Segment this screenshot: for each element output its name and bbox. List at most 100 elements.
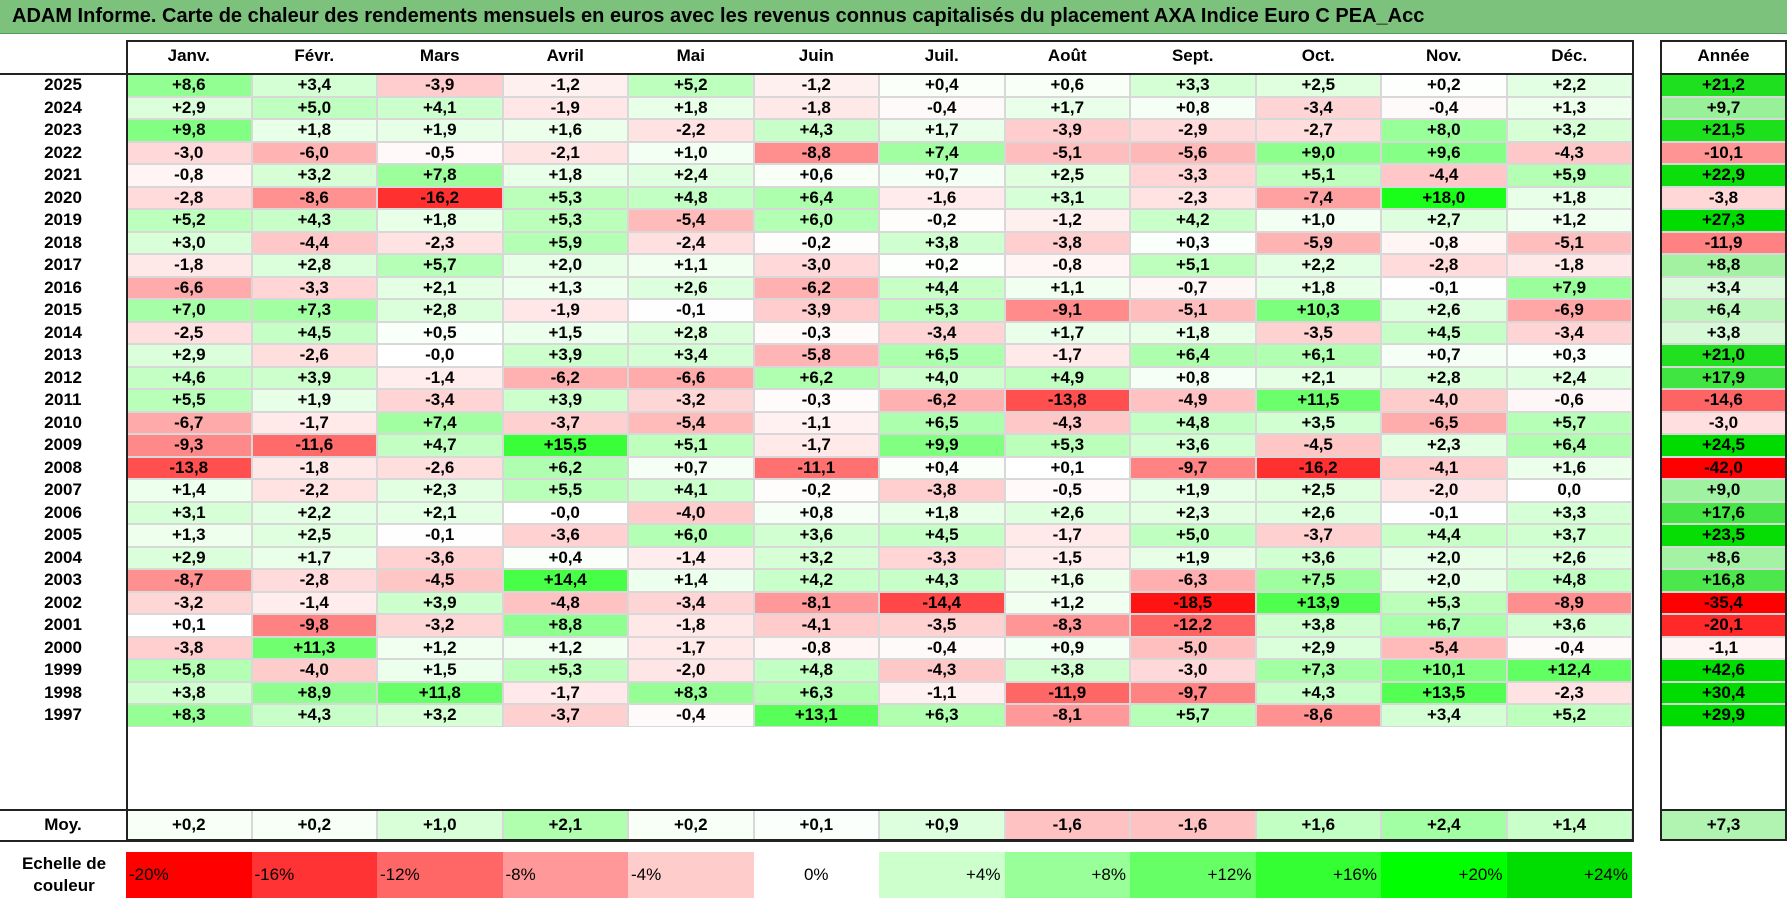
row-year-label: 2021 xyxy=(44,165,82,185)
heatmap-cell: +2,6 xyxy=(1255,501,1381,524)
heatmap-cell: -0,4 xyxy=(1381,96,1507,119)
row-year-label: 2015 xyxy=(44,300,82,320)
heatmap-cell: +3,1 xyxy=(126,501,252,524)
heatmap-cell: +14,4 xyxy=(502,569,628,592)
heatmap-cell: +4,2 xyxy=(1130,209,1256,232)
heatmap-cell: -2,2 xyxy=(251,479,377,502)
average-cell: +2,1 xyxy=(502,810,628,840)
heatmap-cell: +8,6 xyxy=(126,74,252,97)
heatmap-cell: -2,2 xyxy=(628,119,754,142)
column-header: Avril xyxy=(546,46,584,65)
heatmap-cell: -2,4 xyxy=(628,231,754,254)
heatmap-cell: +2,4 xyxy=(1506,366,1632,389)
heatmap-cell: +7,0 xyxy=(126,299,252,322)
heatmap-cell: +1,4 xyxy=(126,479,252,502)
heatmap-cell: +4,3 xyxy=(1255,681,1381,704)
heatmap-cell: +1,8 xyxy=(502,164,628,187)
average-cell: +0,2 xyxy=(251,810,377,840)
heatmap-cell: +6,7 xyxy=(1381,614,1507,637)
heatmap-cell: -5,4 xyxy=(1381,636,1507,659)
heatmap-cell: -0,0 xyxy=(502,501,628,524)
heatmap-cell: -2,6 xyxy=(377,456,503,479)
heatmap-cell: +1,6 xyxy=(502,119,628,142)
heatmap-cell: +4,3 xyxy=(251,209,377,232)
average-cell: +0,2 xyxy=(126,810,252,840)
heatmap-cell: -0,3 xyxy=(753,389,879,412)
heatmap-cell: +2,6 xyxy=(1004,501,1130,524)
heatmap-cell: +1,7 xyxy=(251,546,377,569)
table-bottom-line xyxy=(0,840,1634,842)
heatmap-cell: -6,2 xyxy=(753,276,879,299)
heatmap-cell: +0,4 xyxy=(502,546,628,569)
row-year-label: 2005 xyxy=(44,525,82,545)
heatmap-cell: +4,4 xyxy=(1381,524,1507,547)
heatmap-cell: +2,5 xyxy=(1004,164,1130,187)
heatmap-cell: +3,5 xyxy=(1255,411,1381,434)
heatmap-cell: -2,8 xyxy=(251,569,377,592)
heatmap-cell: +2,0 xyxy=(1381,546,1507,569)
heatmap-cell: -3,9 xyxy=(753,299,879,322)
heatmap-cell: -5,0 xyxy=(1130,636,1256,659)
heatmap-cell: +4,0 xyxy=(879,366,1005,389)
heatmap-cell: -0,4 xyxy=(879,636,1005,659)
heatmap-cell: -0,4 xyxy=(1506,636,1632,659)
heatmap-cell: +0,6 xyxy=(753,164,879,187)
heatmap-cell: -2,3 xyxy=(1130,186,1256,209)
heatmap-cell: -2,8 xyxy=(126,186,252,209)
heatmap-cell: -2,0 xyxy=(628,659,754,682)
heatmap-cell: -18,5 xyxy=(1130,591,1256,614)
heatmap-cell: +9,9 xyxy=(879,434,1005,457)
annual-cell: +9,0 xyxy=(1660,479,1787,502)
heatmap-cell: +1,1 xyxy=(1004,276,1130,299)
heatmap-cell: +1,9 xyxy=(1130,479,1256,502)
heatmap-cell: +10,1 xyxy=(1381,659,1507,682)
annual-cell: -3,0 xyxy=(1660,411,1787,434)
annual-cell: +21,2 xyxy=(1660,74,1787,97)
heatmap-cell: +5,2 xyxy=(628,74,754,97)
color-scale-step: -4% xyxy=(628,852,754,898)
row-year-label: 2017 xyxy=(44,255,82,275)
heatmap-cell: -5,4 xyxy=(628,209,754,232)
heatmap-cell: +2,6 xyxy=(1506,546,1632,569)
annual-cell: -10,1 xyxy=(1660,141,1787,164)
annual-cell: +30,4 xyxy=(1660,681,1787,704)
heatmap-cell: +7,5 xyxy=(1255,569,1381,592)
heatmap-cell: +1,7 xyxy=(1004,96,1130,119)
heatmap-cell: -4,9 xyxy=(1130,389,1256,412)
heatmap-cell: -3,8 xyxy=(126,636,252,659)
heatmap-cell: -3,2 xyxy=(628,389,754,412)
heatmap-cell: +1,2 xyxy=(1004,591,1130,614)
heatmap-cell: +8,0 xyxy=(1381,119,1507,142)
column-header: Févr. xyxy=(294,46,335,65)
heatmap-cell: +7,4 xyxy=(879,141,1005,164)
color-scale-step: +16% xyxy=(1255,852,1381,898)
heatmap-cell: -3,5 xyxy=(879,614,1005,637)
annual-cell: -3,8 xyxy=(1660,186,1787,209)
row-year-label: 2020 xyxy=(44,187,82,207)
heatmap-cell: -3,4 xyxy=(1255,96,1381,119)
heatmap-cell: +5,8 xyxy=(126,659,252,682)
heatmap-cell: -1,2 xyxy=(753,74,879,97)
color-scale-step: -12% xyxy=(377,852,503,898)
annual-column-header: Année xyxy=(1697,46,1750,65)
row-year-label: 2006 xyxy=(44,502,82,522)
heatmap-cell: +2,6 xyxy=(628,276,754,299)
heatmap-cell: -3,3 xyxy=(1130,164,1256,187)
heatmap-cell: -8,1 xyxy=(753,591,879,614)
color-scale-step: -20% xyxy=(126,852,252,898)
heatmap-cell: -0,3 xyxy=(753,321,879,344)
heatmap-cell: -2,0 xyxy=(1381,479,1507,502)
heatmap-cell: -0,0 xyxy=(377,344,503,367)
heatmap-cell: -3,3 xyxy=(251,276,377,299)
heatmap-cell: +1,7 xyxy=(879,119,1005,142)
heatmap-cell: +4,5 xyxy=(879,524,1005,547)
heatmap-cell: +2,3 xyxy=(1381,434,1507,457)
heatmap-cell: +0,3 xyxy=(1130,231,1256,254)
heatmap-cell: +2,7 xyxy=(1381,209,1507,232)
color-scale-step: 0% xyxy=(753,852,879,898)
heatmap-cell: +2,9 xyxy=(1255,636,1381,659)
heatmap-cell: -3,5 xyxy=(1255,321,1381,344)
heatmap-cell: -3,0 xyxy=(753,254,879,277)
column-header: Juil. xyxy=(924,46,959,65)
heatmap-cell: +4,3 xyxy=(879,569,1005,592)
